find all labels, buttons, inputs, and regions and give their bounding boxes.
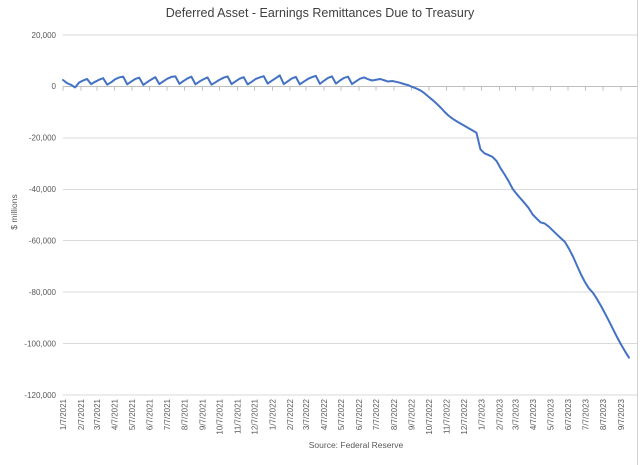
- y-tick-label: -80,000: [29, 288, 57, 297]
- x-tick-label: 7/7/2022: [372, 398, 381, 430]
- x-tick-label: 10/7/2021: [216, 398, 225, 434]
- x-tick-label: 5/7/2021: [128, 398, 137, 430]
- y-axis-title: $ millions: [9, 194, 19, 230]
- x-tick-label: 8/7/2021: [181, 398, 190, 430]
- x-tick-label: 5/7/2022: [337, 398, 346, 430]
- y-tick-label: -60,000: [29, 237, 57, 246]
- y-tick-label: -100,000: [24, 339, 56, 348]
- x-tick-label: 10/7/2022: [425, 398, 434, 434]
- x-tick-label: 1/7/2023: [478, 398, 487, 430]
- y-tick-label: 0: [52, 82, 57, 91]
- x-tick-label: 7/7/2021: [163, 398, 172, 430]
- x-tick-label: 4/7/2023: [529, 398, 538, 430]
- x-tick-label: 6/7/2022: [355, 398, 364, 430]
- x-tick-label: 7/7/2023: [581, 398, 590, 430]
- data-line-series: [62, 74, 630, 359]
- x-tick-label: 2/7/2022: [286, 398, 295, 430]
- y-tick-label: -120,000: [24, 391, 56, 400]
- x-tick-label: 6/7/2021: [146, 398, 155, 430]
- x-tick-label: 1/7/2021: [59, 398, 68, 430]
- x-tick-label: 4/7/2022: [320, 398, 329, 430]
- chart-title: Deferred Asset - Earnings Remittances Du…: [165, 6, 475, 20]
- source-note: Source: Federal Reserve: [308, 440, 404, 450]
- x-tick-label: 9/7/2021: [198, 398, 207, 430]
- x-tick-label: 2/7/2023: [495, 398, 504, 430]
- x-tick-label: 1/7/2022: [268, 398, 277, 430]
- y-tick-label: -40,000: [29, 185, 57, 194]
- x-tick-label: 9/7/2022: [408, 398, 417, 430]
- x-tick-label: 2/7/2021: [77, 398, 86, 430]
- y-tick-label: 20,000: [32, 31, 57, 40]
- x-tick-label: 5/7/2023: [546, 398, 555, 430]
- x-tick-label: 12/7/2021: [251, 398, 260, 434]
- x-tick-label: 12/7/2022: [460, 398, 469, 434]
- x-tick-label: 3/7/2023: [511, 398, 520, 430]
- y-tick-label: -20,000: [29, 134, 57, 143]
- x-tick-label: 11/7/2021: [233, 398, 242, 434]
- x-tick-label: 3/7/2022: [302, 398, 311, 430]
- x-tick-label: 6/7/2023: [564, 398, 573, 430]
- x-tick-label: 3/7/2021: [93, 398, 102, 430]
- x-tick-label: 4/7/2021: [111, 398, 120, 430]
- x-tick-label: 9/7/2023: [617, 398, 626, 430]
- x-tick-label: 11/7/2022: [443, 398, 452, 434]
- x-tick-label: 8/7/2022: [390, 398, 399, 430]
- x-tick-label: 8/7/2023: [599, 398, 608, 430]
